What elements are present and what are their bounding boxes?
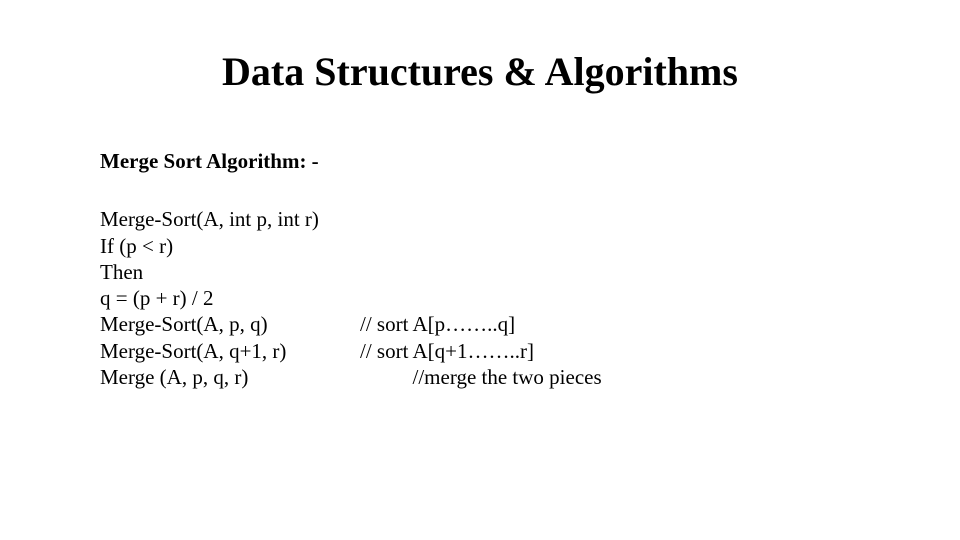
slide-title: Data Structures & Algorithms: [0, 48, 960, 95]
code-text: Merge (A, p, q, r): [100, 364, 360, 390]
slide-content: Merge Sort Algorithm: - Merge-Sort(A, in…: [100, 148, 860, 390]
code-text: Merge-Sort(A, q+1, r): [100, 338, 360, 364]
code-line: Merge-Sort(A, q+1, r) // sort A[q+1……..r…: [100, 338, 860, 364]
code-text: Then: [100, 259, 143, 285]
section-heading: Merge Sort Algorithm: -: [100, 148, 860, 174]
code-text: Merge-Sort(A, p, q): [100, 311, 360, 337]
code-line: If (p < r): [100, 233, 860, 259]
code-line: Merge-Sort(A, p, q) // sort A[p……..q]: [100, 311, 860, 337]
code-comment: //merge the two pieces: [360, 364, 860, 390]
code-line: Merge (A, p, q, r) //merge the two piece…: [100, 364, 860, 390]
code-line: Merge-Sort(A, int p, int r): [100, 206, 860, 232]
pseudocode-block: Merge-Sort(A, int p, int r) If (p < r) T…: [100, 206, 860, 390]
code-comment: // sort A[q+1……..r]: [360, 338, 860, 364]
code-text: If (p < r): [100, 233, 173, 259]
code-line: q = (p + r) / 2: [100, 285, 860, 311]
code-text: Merge-Sort(A, int p, int r): [100, 206, 319, 232]
slide: Data Structures & Algorithms Merge Sort …: [0, 0, 960, 540]
code-line: Then: [100, 259, 860, 285]
code-comment: // sort A[p……..q]: [360, 311, 860, 337]
code-text: q = (p + r) / 2: [100, 285, 214, 311]
